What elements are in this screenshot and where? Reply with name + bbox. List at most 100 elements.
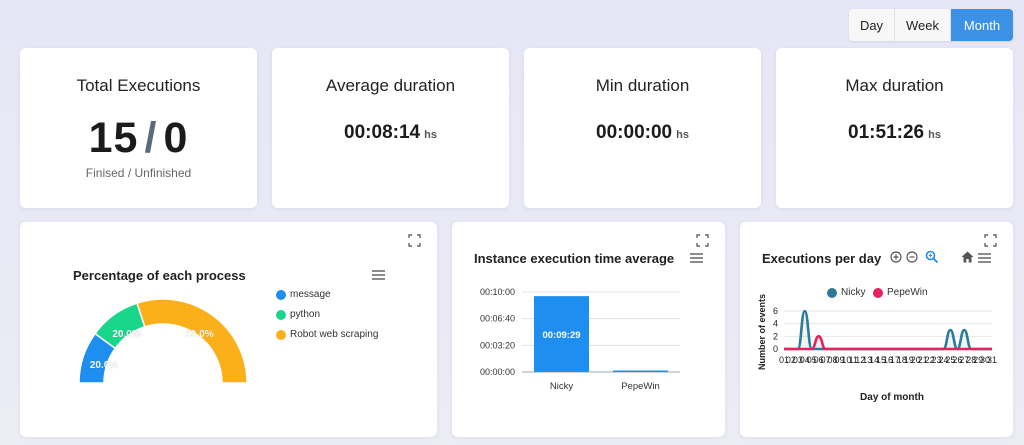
min-duration-title: Min duration [595, 76, 690, 95]
legend-label: Robot web scraping [290, 329, 379, 340]
line-x-tick-label: 22 [925, 355, 935, 365]
period-toggle: Day Week Month [849, 9, 1013, 41]
line-x-tick-label: 21 [918, 355, 928, 365]
home-icon[interactable] [961, 251, 974, 263]
week-button[interactable]: Week [895, 9, 951, 41]
legend-marker [827, 287, 837, 298]
line-x-tick-label: 27 [959, 355, 969, 365]
bar-y-tick-label: 00:00:00 [480, 367, 515, 377]
legend-item-pepewin[interactable]: PepeWin [873, 287, 928, 298]
max-duration-value: 01:51:26 hs [776, 122, 1013, 144]
legend-label: python [290, 309, 321, 320]
legend-marker [276, 329, 286, 340]
finished-count: 15 [88, 114, 139, 162]
line-x-tick-label: 03 [793, 355, 803, 365]
line-x-tick-label: 30 [980, 355, 990, 365]
line-x-tick-label: 25 [945, 355, 955, 365]
line-y-tick-label: 4 [773, 319, 778, 329]
max-duration-unit: hs [928, 129, 941, 141]
day-button[interactable]: Day [849, 9, 895, 41]
legend-marker [276, 289, 286, 300]
zoom-out-icon[interactable] [906, 251, 918, 263]
expand-icon[interactable] [984, 234, 997, 247]
line-x-tick-label: 15 [876, 355, 886, 365]
line-x-tick-label: 05 [807, 355, 817, 365]
bar-chart: 00:00:00 00:03:20 00:06:40 00:10:00 00:09:2… [480, 287, 680, 392]
legend-item-python[interactable]: python [276, 309, 320, 320]
pie-slice-robot-web-scraping [136, 298, 248, 384]
line-menu-icon[interactable] [978, 253, 991, 263]
legend-item-nicky[interactable]: Nicky [827, 287, 865, 298]
series-line-pepewin [784, 335, 992, 351]
pie-data-label: 60.0% [185, 329, 213, 340]
pie-data-label: 20.0% [90, 360, 118, 371]
max-duration-card: Max duration 01:51:26 hs [776, 48, 1013, 208]
line-chart-title: Executions per day [762, 251, 882, 266]
pie-chart-title: Percentage of each process [73, 268, 246, 283]
max-duration-title: Max duration [845, 76, 944, 95]
bar-x-tick-label: Nicky [550, 381, 573, 392]
legend-marker [276, 309, 286, 320]
line-x-tick-label: 19 [904, 355, 914, 365]
line-x-tick-label: 06 [814, 355, 824, 365]
line-x-tick-label: 23 [932, 355, 942, 365]
line-x-tick-label: 11 [849, 355, 858, 365]
line-x-tick-label: 24 [938, 355, 948, 365]
line-x-tick-label: 17 [890, 355, 900, 365]
count-separator: / [144, 114, 158, 162]
line-x-tick-label: 16 [883, 355, 893, 365]
min-duration-time: 00:00:00 [596, 122, 673, 143]
line-x-tick-label: 14 [869, 355, 879, 365]
average-duration-card: Average duration 00:08:14 hs [272, 48, 509, 208]
legend-item-message[interactable]: message [276, 289, 331, 300]
line-x-tick-label: 28 [966, 355, 976, 365]
line-x-tick-label: 20 [911, 355, 921, 365]
line-y-tick-label: 0 [773, 344, 778, 354]
min-duration-value: 00:00:00 hs [524, 122, 761, 144]
min-duration-card: Min duration 00:00:00 hs [524, 48, 761, 208]
line-y-tick-label: 6 [773, 306, 778, 316]
pie-menu-icon[interactable] [372, 270, 385, 280]
line-x-tick-label: 31 [987, 355, 997, 365]
zoom-in-icon[interactable] [890, 251, 902, 263]
bar-chart-title: Instance execution time average [474, 251, 675, 266]
line-x-tick-label: 04 [800, 355, 810, 365]
bar-menu-icon[interactable] [690, 253, 703, 263]
bar-y-tick-label: 00:10:00 [480, 287, 515, 297]
legend-label: PepeWin [887, 287, 928, 298]
expand-icon[interactable] [408, 234, 421, 247]
bar-pepewin [613, 370, 668, 372]
line-x-tick-label: 09 [834, 355, 844, 365]
expand-icon[interactable] [696, 234, 709, 247]
line-x-tick-label: 07 [821, 355, 831, 365]
total-executions-title: Total Executions [76, 76, 201, 95]
search-zoom-icon[interactable] [925, 250, 939, 264]
legend-label: message [290, 289, 331, 300]
bar-data-label: 00:09:29 [542, 330, 580, 341]
average-duration-time: 00:08:14 [344, 122, 421, 143]
line-x-tick-label: 01 [779, 355, 789, 365]
max-duration-time: 01:51:26 [848, 122, 925, 143]
pie-data-label: 20.0% [112, 329, 140, 340]
average-duration-value: 00:08:14 hs [272, 122, 509, 144]
unfinished-count: 0 [163, 114, 189, 162]
line-x-tick-label: 08 [828, 355, 838, 365]
total-executions-caption: Finised / Unfinished [85, 166, 192, 180]
line-x-tick-label: 26 [952, 355, 962, 365]
pie-chart: 20.0% 20.0% 60.0% [78, 298, 248, 384]
line-x-tick-label: 18 [897, 355, 907, 365]
x-axis-label: Day of month [860, 392, 924, 403]
min-duration-unit: hs [676, 129, 689, 141]
bar-y-tick-label: 00:03:20 [480, 340, 515, 350]
process-percentage-card: Percentage of each process 20.0% 20.0% 60.… [20, 222, 437, 437]
instance-time-card: Instance execution time average 00:00:00… [452, 222, 725, 437]
legend-item-robot-web-scraping[interactable]: Robot web scraping [276, 329, 378, 340]
legend-label: Nicky [841, 287, 866, 298]
line-x-tick-label: 02 [786, 355, 796, 365]
month-button[interactable]: Month [951, 9, 1013, 41]
legend-marker [873, 287, 883, 298]
average-duration-title: Average duration [325, 76, 456, 95]
line-y-tick-label: 2 [773, 331, 778, 341]
